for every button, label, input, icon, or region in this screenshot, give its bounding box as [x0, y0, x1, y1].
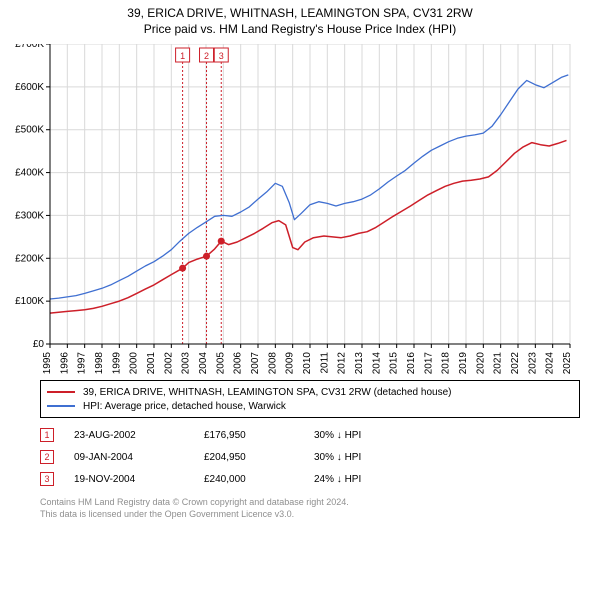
svg-text:2002: 2002 [163, 352, 174, 375]
legend-swatch-property [47, 391, 75, 393]
attribution-line1: Contains HM Land Registry data © Crown c… [40, 496, 580, 508]
svg-text:3: 3 [219, 51, 224, 61]
chart-svg: 1 23 £0 £100K £200K £300K £400K £500K £600K £700K… [0, 44, 580, 384]
svg-text:1995: 1995 [42, 352, 53, 375]
legend-label-hpi: HPI: Average price, detached house, Warw… [83, 401, 286, 412]
svg-text:£600K: £600K [15, 82, 44, 93]
svg-text:2022: 2022 [510, 352, 521, 375]
marker-badge-1: 1 [40, 428, 54, 442]
svg-text:£500K: £500K [15, 125, 44, 136]
svg-text:2009: 2009 [285, 352, 296, 375]
marker-row-2: 2 09-JAN-2004 £204,950 30% ↓ HPI [40, 446, 580, 468]
svg-text:2000: 2000 [129, 352, 140, 375]
svg-text:2013: 2013 [354, 352, 365, 375]
svg-text:1998: 1998 [94, 352, 105, 375]
marker-price-2: £204,950 [204, 452, 314, 463]
marker-diff-2: 30% ↓ HPI [314, 452, 404, 463]
marker-diff-3: 24% ↓ HPI [314, 474, 404, 485]
svg-text:2007: 2007 [250, 352, 261, 375]
svg-text:2008: 2008 [267, 352, 278, 375]
svg-text:2020: 2020 [475, 352, 486, 375]
attribution-line2: This data is licensed under the Open Gov… [40, 508, 580, 520]
marker-date-1: 23-AUG-2002 [74, 430, 204, 441]
marker-diff-1: 30% ↓ HPI [314, 430, 404, 441]
svg-text:2024: 2024 [545, 352, 556, 375]
svg-text:2015: 2015 [389, 352, 400, 375]
svg-text:2001: 2001 [146, 352, 157, 375]
svg-text:2025: 2025 [562, 352, 573, 375]
svg-text:2012: 2012 [337, 352, 348, 375]
svg-text:2018: 2018 [441, 352, 452, 375]
svg-text:2023: 2023 [527, 352, 538, 375]
svg-text:2016: 2016 [406, 352, 417, 375]
legend-label-property: 39, ERICA DRIVE, WHITNASH, LEAMINGTON SP… [83, 387, 451, 398]
svg-text:2004: 2004 [198, 352, 209, 375]
svg-text:2006: 2006 [233, 352, 244, 375]
marker-price-3: £240,000 [204, 474, 314, 485]
svg-text:1996: 1996 [59, 352, 70, 375]
marker-badge-2: 2 [40, 450, 54, 464]
svg-text:2019: 2019 [458, 352, 469, 375]
svg-text:£100K: £100K [15, 296, 44, 307]
chart-titles: 39, ERICA DRIVE, WHITNASH, LEAMINGTON SP… [0, 0, 600, 36]
legend-row-hpi: HPI: Average price, detached house, Warw… [47, 399, 573, 413]
marker-date-3: 19-NOV-2004 [74, 474, 204, 485]
svg-text:£700K: £700K [15, 44, 44, 50]
marker-badge-3: 3 [40, 472, 54, 486]
svg-text:£400K: £400K [15, 168, 44, 179]
svg-text:2014: 2014 [371, 352, 382, 375]
svg-text:2017: 2017 [423, 352, 434, 375]
marker-price-1: £176,950 [204, 430, 314, 441]
chart-title-subtitle: Price paid vs. HM Land Registry's House … [0, 22, 600, 36]
svg-text:2010: 2010 [302, 352, 313, 375]
legend-row-property: 39, ERICA DRIVE, WHITNASH, LEAMINGTON SP… [47, 385, 573, 399]
marker-table: 1 23-AUG-2002 £176,950 30% ↓ HPI 2 09-JA… [40, 424, 580, 490]
svg-text:1999: 1999 [111, 352, 122, 375]
svg-text:2003: 2003 [181, 352, 192, 375]
svg-text:2011: 2011 [319, 352, 330, 374]
legend: 39, ERICA DRIVE, WHITNASH, LEAMINGTON SP… [40, 380, 580, 418]
svg-text:2: 2 [204, 51, 209, 61]
svg-text:£200K: £200K [15, 253, 44, 264]
marker-date-2: 09-JAN-2004 [74, 452, 204, 463]
chart-area: 1 23 £0 £100K £200K £300K £400K £500K £600K £700K… [0, 44, 560, 374]
chart-title-address: 39, ERICA DRIVE, WHITNASH, LEAMINGTON SP… [0, 6, 600, 20]
legend-swatch-hpi [47, 405, 75, 407]
svg-text:1997: 1997 [77, 352, 88, 375]
svg-text:2005: 2005 [215, 352, 226, 375]
svg-text:1: 1 [180, 51, 185, 61]
attribution: Contains HM Land Registry data © Crown c… [40, 496, 580, 520]
svg-text:£300K: £300K [15, 210, 44, 221]
marker-row-1: 1 23-AUG-2002 £176,950 30% ↓ HPI [40, 424, 580, 446]
svg-text:2021: 2021 [493, 352, 504, 375]
svg-text:£0: £0 [33, 339, 45, 350]
marker-row-3: 3 19-NOV-2004 £240,000 24% ↓ HPI [40, 468, 580, 490]
